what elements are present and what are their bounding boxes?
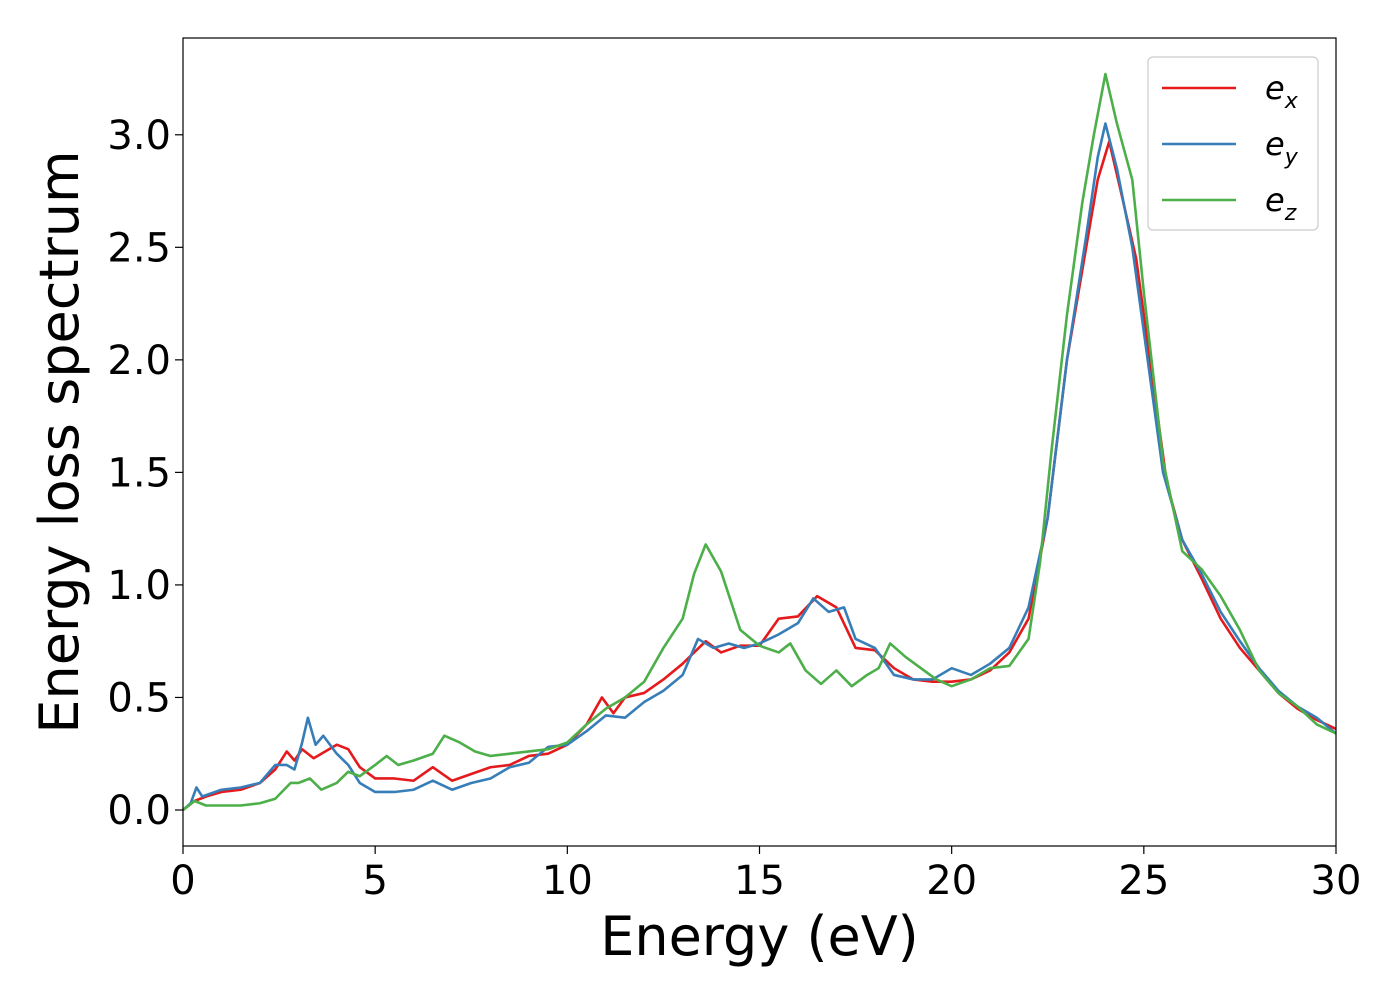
series-line-y <box>182 122 1337 811</box>
legend-label-y: ey <box>1265 125 1299 170</box>
x-tick-label-4: 20 <box>926 858 977 904</box>
legend-label-sub: y <box>1284 145 1299 170</box>
y-tick-label-5: 2.5 <box>107 225 171 271</box>
series-layer <box>182 72 1337 812</box>
legend-label-base: e <box>1265 125 1285 163</box>
x-axis-label: Energy (eV) <box>600 905 919 968</box>
series-line-z <box>182 72 1337 812</box>
legend-label-z: ez <box>1265 181 1297 226</box>
y-tick-label-1: 0.5 <box>107 675 171 721</box>
y-tick-label-3: 1.5 <box>107 450 171 496</box>
legend-label-base: e <box>1265 181 1285 219</box>
x-tick-label-0: 0 <box>170 858 195 904</box>
y-axis-label: Energy loss spectrum <box>28 150 91 733</box>
x-tick-label-3: 15 <box>734 858 785 904</box>
y-tick-label-0: 0.0 <box>107 788 171 834</box>
x-tick-label-1: 5 <box>362 858 387 904</box>
legend-label-sub: x <box>1284 89 1299 114</box>
x-tick-label-5: 25 <box>1118 858 1169 904</box>
x-tick-label-2: 10 <box>542 858 593 904</box>
legend-label-base: e <box>1265 69 1285 107</box>
legend-label-x: ex <box>1265 69 1299 114</box>
y-axis: 0.0 0.5 1.0 1.5 2.0 2.5 3.0 <box>107 113 183 834</box>
y-tick-label-4: 2.0 <box>107 338 171 384</box>
y-tick-label-2: 1.0 <box>107 563 171 609</box>
x-tick-label-6: 30 <box>1311 858 1362 904</box>
legend-label-sub: z <box>1284 201 1297 226</box>
x-axis: 0 5 10 15 20 25 30 <box>170 846 1361 904</box>
y-tick-label-6: 3.0 <box>107 113 171 159</box>
